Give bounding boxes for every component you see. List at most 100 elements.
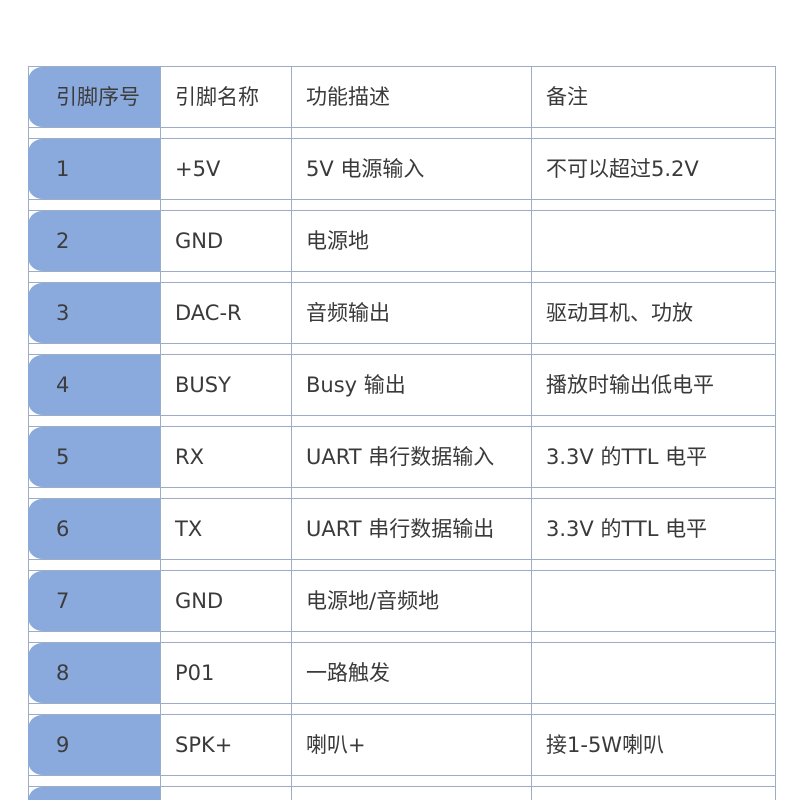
table-row: 7 GND 电源地/音频地: [28, 570, 776, 632]
pin-name-label: P01: [175, 660, 215, 685]
table-row: 9 SPK+ 喇叭+ 接1-5W喇叭: [28, 714, 776, 776]
pin-name-label: TX: [175, 516, 203, 541]
pin-note-label: 驱动耳机、功放: [546, 300, 693, 325]
table-row: 2 GND 电源地: [28, 210, 776, 272]
pin-note-label: 3.3V 的TTL 电平: [546, 516, 708, 541]
header-cell-index: 引脚序号: [28, 66, 161, 128]
pin-note-label: 播放时输出低电平: [546, 372, 714, 397]
cell-name: P01: [160, 642, 292, 704]
table-spacer-cell: [291, 271, 532, 283]
table-spacer-cell: [28, 271, 161, 283]
table-spacer-cell: [531, 271, 776, 283]
cell-index: 9: [28, 714, 161, 776]
cell-function: 喇叭-: [291, 786, 532, 800]
index-pill: 5: [28, 427, 160, 487]
table-spacer-cell: [28, 343, 161, 355]
cell-function: 喇叭+: [291, 714, 532, 776]
table-spacer-cell: [28, 127, 161, 139]
table-spacer-cell: [531, 487, 776, 499]
header-cell-function: 功能描述: [291, 66, 532, 128]
cell-note: 不可以超过5.2V: [531, 138, 776, 200]
table-spacer-cell: [531, 775, 776, 787]
table-spacer-row: [28, 703, 776, 715]
table-spacer-cell: [160, 775, 292, 787]
cell-note: [531, 210, 776, 272]
table-spacer-cell: [160, 343, 292, 355]
index-pill: 9: [28, 715, 160, 775]
pin-function-label: UART 串行数据输入: [306, 444, 495, 469]
cell-name: GND: [160, 210, 292, 272]
table-spacer-cell: [160, 487, 292, 499]
table-spacer-cell: [531, 631, 776, 643]
table-header-row: 引脚序号 引脚名称 功能描述 备注: [28, 66, 776, 128]
table-spacer-cell: [531, 559, 776, 571]
table-spacer-row: [28, 559, 776, 571]
table-spacer-row: [28, 415, 776, 427]
pin-note-label: 不可以超过5.2V: [546, 156, 699, 181]
pin-function-label: Busy 输出: [306, 372, 406, 397]
cell-function: UART 串行数据输入: [291, 426, 532, 488]
cell-index: 4: [28, 354, 161, 416]
cell-name: DAC-R: [160, 282, 292, 344]
cell-note: 3.3V 的TTL 电平: [531, 498, 776, 560]
pin-name-label: GND: [175, 228, 224, 253]
header-label-note: 备注: [546, 84, 588, 109]
pin-index-label: 7: [56, 588, 70, 613]
header-cell-note: 备注: [531, 66, 776, 128]
pin-definition-table: 引脚序号 引脚名称 功能描述 备注 1 +5V 5V 电源输入 不可以超过5.2V 2 GND 电源…: [28, 66, 776, 800]
pin-name-label: DAC-R: [175, 300, 242, 325]
header-cell-name: 引脚名称: [160, 66, 292, 128]
table-spacer-cell: [291, 343, 532, 355]
pin-note-label: [532, 241, 775, 242]
table-spacer-cell: [531, 415, 776, 427]
cell-index: 1: [28, 138, 161, 200]
table-row: 10SPK-喇叭-接1-5W喇叭: [28, 786, 776, 800]
table-spacer-cell: [160, 127, 292, 139]
cell-name: SPK+: [160, 714, 292, 776]
pin-index-label: 1: [56, 156, 70, 181]
pin-function-label: 一路触发: [306, 660, 390, 685]
header-label-function: 功能描述: [306, 84, 390, 109]
cell-function: 音频输出: [291, 282, 532, 344]
table-spacer-cell: [291, 199, 532, 211]
table-spacer-cell: [291, 703, 532, 715]
pin-function-label: UART 串行数据输出: [306, 516, 495, 541]
table-row: 1 +5V 5V 电源输入 不可以超过5.2V: [28, 138, 776, 200]
pin-index-label: 4: [56, 372, 70, 397]
table-spacer-row: [28, 199, 776, 211]
pin-name-label: RX: [175, 444, 204, 469]
table-spacer-cell: [160, 415, 292, 427]
table-spacer-cell: [531, 343, 776, 355]
index-pill: 7: [28, 571, 160, 631]
table-spacer-row: [28, 775, 776, 787]
header-label-name: 引脚名称: [175, 84, 259, 109]
table-spacer-cell: [28, 775, 161, 787]
pin-function-label: 音频输出: [306, 300, 390, 325]
table-spacer-cell: [291, 415, 532, 427]
cell-name: BUSY: [160, 354, 292, 416]
table-spacer-cell: [531, 703, 776, 715]
table-spacer-cell: [28, 559, 161, 571]
index-pill: 1: [28, 139, 160, 199]
table-spacer-cell: [291, 775, 532, 787]
cell-index: 10: [28, 786, 161, 800]
cell-index: 7: [28, 570, 161, 632]
cell-name: TX: [160, 498, 292, 560]
table-row: 6 TX UART 串行数据输出 3.3V 的TTL 电平: [28, 498, 776, 560]
table-spacer-row: [28, 487, 776, 499]
table-spacer-row: [28, 127, 776, 139]
table-spacer-cell: [160, 631, 292, 643]
table-spacer-cell: [160, 559, 292, 571]
pin-index-label: 6: [56, 516, 70, 541]
pin-note-label: [532, 601, 775, 602]
pin-index-label: 2: [56, 228, 70, 253]
index-pill: 8: [28, 643, 160, 703]
table-spacer-cell: [28, 631, 161, 643]
pin-note-label: 3.3V 的TTL 电平: [546, 444, 708, 469]
header-label-index: 引脚序号: [56, 84, 140, 109]
table-spacer-cell: [531, 199, 776, 211]
cell-note: 接1-5W喇叭: [531, 786, 776, 800]
pin-function-label: 5V 电源输入: [306, 156, 425, 181]
cell-index: 3: [28, 282, 161, 344]
